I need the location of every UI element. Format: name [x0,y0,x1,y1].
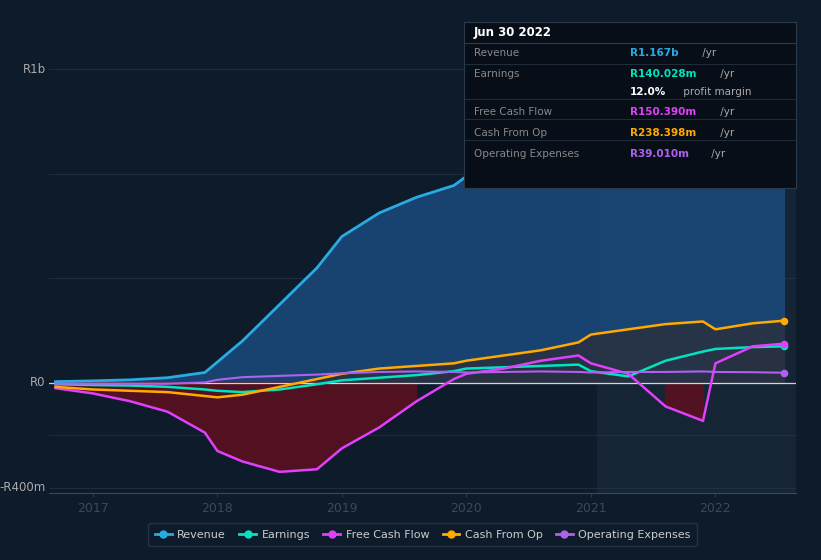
Text: Operating Expenses: Operating Expenses [474,148,579,158]
Text: R1.167b: R1.167b [631,48,679,58]
Text: Free Cash Flow: Free Cash Flow [474,107,552,117]
Text: /yr: /yr [708,148,725,158]
Text: /yr: /yr [718,128,735,138]
Text: Jun 30 2022: Jun 30 2022 [474,26,552,39]
Text: R39.010m: R39.010m [631,148,689,158]
Text: -R400m: -R400m [0,481,45,494]
Text: R0: R0 [30,376,45,389]
Text: R150.390m: R150.390m [631,107,696,117]
Legend: Revenue, Earnings, Free Cash Flow, Cash From Op, Operating Expenses: Revenue, Earnings, Free Cash Flow, Cash … [149,523,697,546]
Point [777,316,791,325]
Point [777,339,791,348]
Bar [597,56,803,493]
Text: Cash From Op: Cash From Op [474,128,547,138]
Text: /yr: /yr [718,107,735,117]
Text: 12.0%: 12.0% [631,87,667,96]
Text: /yr: /yr [699,48,716,58]
Text: /yr: /yr [718,69,735,79]
Text: Earnings: Earnings [474,69,520,79]
Point [777,342,791,351]
Point [777,73,791,82]
Text: R140.028m: R140.028m [631,69,696,79]
Point [777,368,791,377]
Text: profit margin: profit margin [680,87,751,96]
Text: Revenue: Revenue [474,48,519,58]
Text: R238.398m: R238.398m [631,128,696,138]
Text: R1b: R1b [22,63,45,76]
